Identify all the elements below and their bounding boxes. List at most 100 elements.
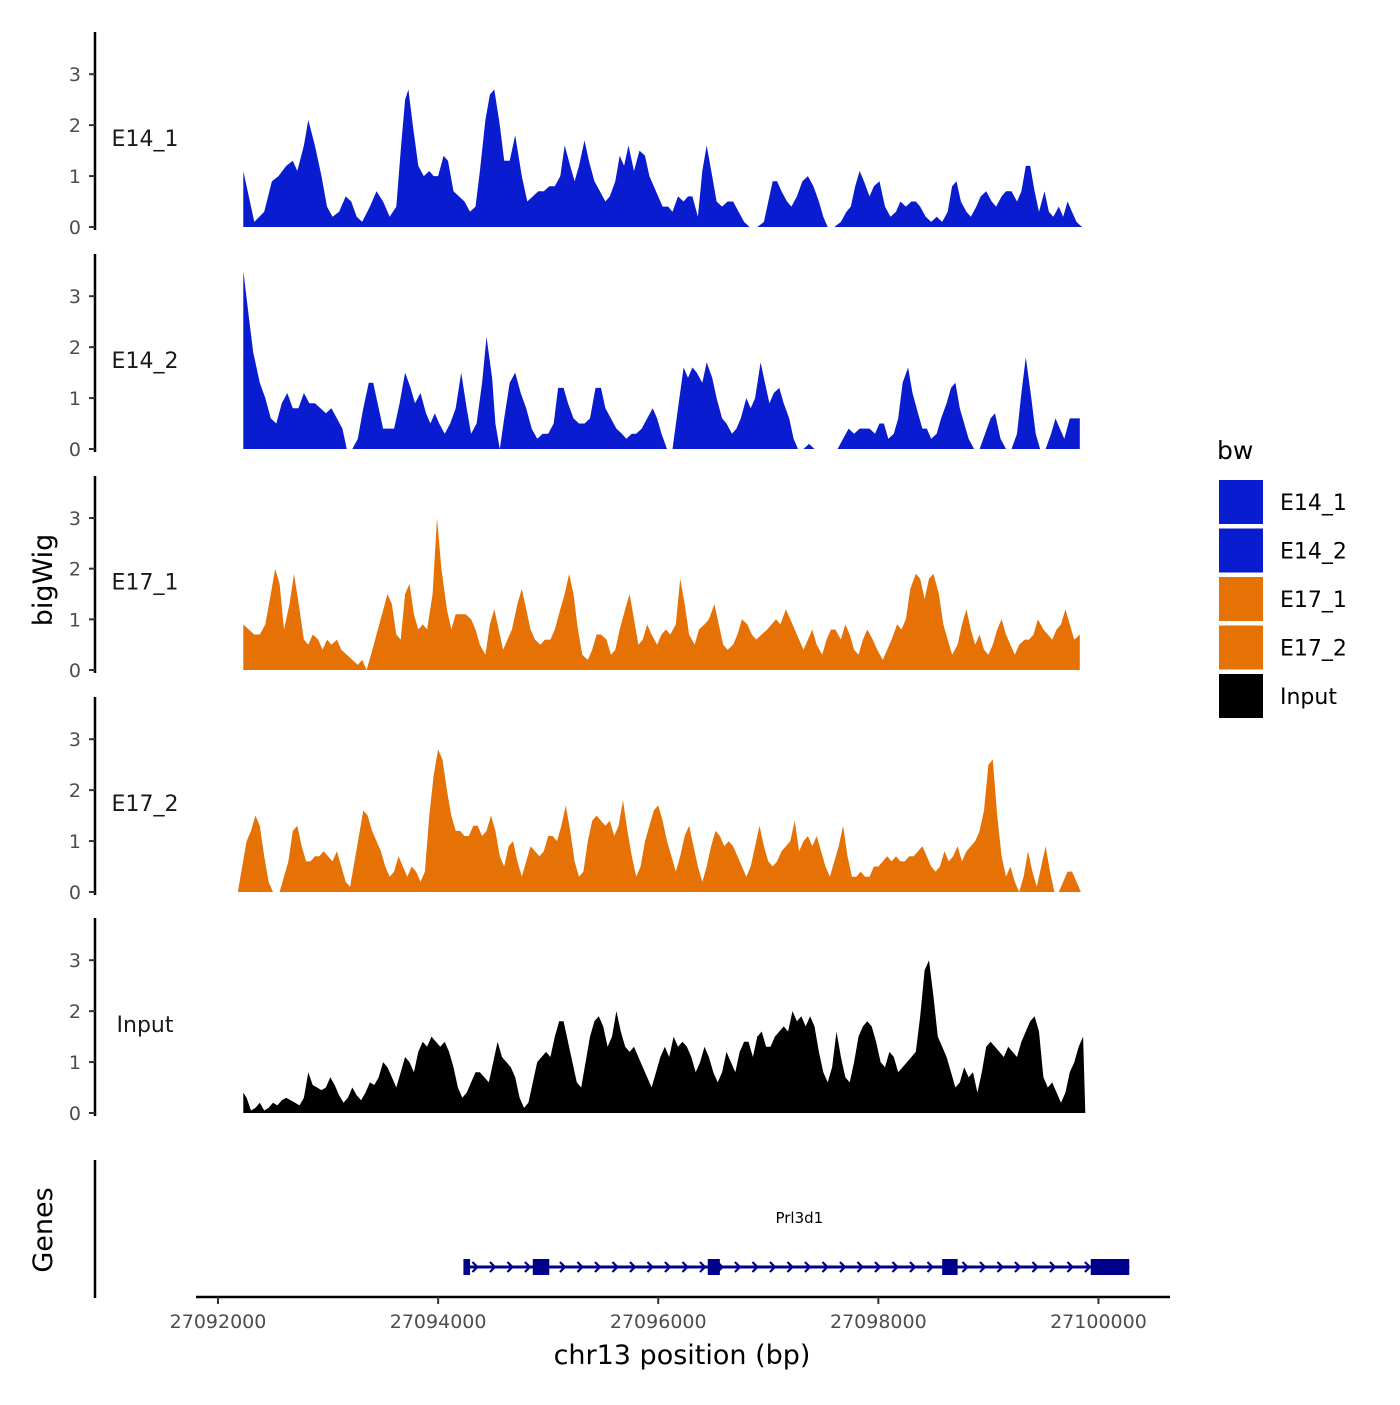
- coverage-area-e17-1: [243, 518, 1080, 670]
- strand-chevron: [926, 1261, 934, 1273]
- legend-item-input: Input: [1219, 674, 1337, 718]
- genes-panel-title: Genes: [28, 1187, 59, 1272]
- strand-chevron: [961, 1261, 969, 1273]
- gene-panel: Prl3d1: [93, 1160, 1130, 1298]
- legend-swatch: [1219, 577, 1263, 621]
- y-tick-label: 0: [69, 882, 81, 904]
- strand-chevron: [996, 1261, 1004, 1273]
- y-tick-label: 1: [69, 388, 81, 410]
- strand-chevron: [751, 1261, 759, 1273]
- exon: [707, 1259, 720, 1275]
- strand-chevron: [874, 1261, 882, 1273]
- x-tick-label: 27094000: [390, 1311, 487, 1333]
- strand-chevron: [1031, 1261, 1039, 1273]
- x-tick-label: 27092000: [170, 1311, 267, 1333]
- y-tick-label: 1: [69, 609, 81, 631]
- exon: [532, 1259, 550, 1275]
- y-tick-label: 3: [69, 508, 81, 530]
- coverage-area-e17-2: [237, 749, 1081, 892]
- exon: [463, 1259, 471, 1275]
- track-label: E14_1: [112, 127, 179, 152]
- legend-label: E17_1: [1280, 588, 1347, 613]
- y-tick-label: 0: [69, 660, 81, 682]
- y-tick-label: 2: [69, 559, 81, 581]
- coverage-tracks: 0 1 2 3 E14_1 0 1 2 3 E14_2 0 1 2 3 E17_1 0 1 2 3 E17_2 0 1 2 3…: [69, 32, 1086, 1125]
- strand-chevron: [646, 1261, 654, 1273]
- track-label: E17_1: [112, 570, 179, 595]
- y-tick-label: 3: [69, 729, 81, 751]
- coverage-area-e14-2: [243, 270, 1080, 449]
- y-tick-label: 2: [69, 1001, 81, 1023]
- y-axis-title: bigWig: [28, 534, 59, 627]
- legend-label: E14_1: [1280, 491, 1347, 516]
- strand-chevron: [699, 1261, 707, 1273]
- strand-chevron: [611, 1261, 619, 1273]
- strand-chevron: [471, 1261, 479, 1273]
- strand-chevron: [769, 1261, 777, 1273]
- exon: [942, 1259, 958, 1275]
- strand-chevron: [856, 1261, 864, 1273]
- strand-chevron: [979, 1261, 987, 1273]
- y-tick-label: 1: [69, 166, 81, 188]
- strand-chevron: [681, 1261, 689, 1273]
- x-axis: 27092000 27094000 27096000 27098000 27100000: [170, 1295, 1170, 1333]
- strand-chevron: [576, 1261, 584, 1273]
- x-tick-label: 27098000: [830, 1311, 927, 1333]
- y-tick-label: 1: [69, 831, 81, 853]
- y-tick-label: 0: [69, 217, 81, 239]
- strand-chevron: [1049, 1261, 1057, 1273]
- strand-chevron: [891, 1261, 899, 1273]
- legend-swatch: [1219, 480, 1263, 524]
- y-tick-label: 0: [69, 439, 81, 461]
- strand-chevron: [786, 1261, 794, 1273]
- legend-label: Input: [1280, 685, 1337, 710]
- strand-chevron: [594, 1261, 602, 1273]
- x-tick-label: 27100000: [1050, 1311, 1147, 1333]
- y-tick-label: 3: [69, 286, 81, 308]
- legend-swatch: [1219, 528, 1263, 573]
- strand-chevron: [629, 1261, 637, 1273]
- y-tick-label: 2: [69, 780, 81, 802]
- coverage-area-e14-1: [243, 89, 1083, 227]
- legend-item-e14-2: E14_2: [1219, 528, 1347, 573]
- strand-chevron: [506, 1261, 514, 1273]
- y-tick-label: 2: [69, 337, 81, 359]
- legend-label: E14_2: [1280, 540, 1347, 565]
- strand-chevron: [821, 1261, 829, 1273]
- y-tick-label: 3: [69, 64, 81, 86]
- y-tick-label: 1: [69, 1052, 81, 1074]
- strand-chevron: [909, 1261, 917, 1273]
- y-tick-label: 0: [69, 1103, 81, 1125]
- strand-chevron: [559, 1261, 567, 1273]
- track-e14-1: 0 1 2 3 E14_1: [69, 32, 1083, 239]
- legend-title: bw: [1217, 436, 1253, 465]
- strand-chevron: [1066, 1261, 1074, 1273]
- strand-chevron: [524, 1261, 532, 1273]
- track-label: E14_2: [112, 349, 179, 374]
- track-e17-2: 0 1 2 3 E17_2: [69, 697, 1081, 904]
- coverage-area-input: [243, 960, 1086, 1113]
- legend-label: E17_2: [1280, 637, 1347, 662]
- track-e14-2: 0 1 2 3 E14_2: [69, 254, 1080, 461]
- legend-swatch: [1219, 674, 1263, 718]
- strand-chevron: [664, 1261, 672, 1273]
- x-tick-label: 27096000: [610, 1311, 707, 1333]
- legend-swatch: [1219, 625, 1263, 670]
- x-axis-title: chr13 position (bp): [554, 1340, 811, 1371]
- legend: bw E14_1 E14_2 E17_1 E17_2 Input: [1217, 436, 1347, 718]
- gene-name-label: Prl3d1: [775, 1209, 823, 1227]
- y-tick-label: 2: [69, 115, 81, 137]
- legend-item-e14-1: E14_1: [1219, 480, 1347, 524]
- strand-chevron: [1014, 1261, 1022, 1273]
- strand-chevron: [839, 1261, 847, 1273]
- exon: [1090, 1259, 1130, 1275]
- track-e17-1: 0 1 2 3 E17_1: [69, 476, 1080, 682]
- y-tick-label: 3: [69, 950, 81, 972]
- strand-chevron: [1084, 1261, 1092, 1273]
- track-label: E17_2: [112, 792, 179, 817]
- legend-item-e17-2: E17_2: [1219, 625, 1347, 670]
- strand-chevron: [489, 1261, 497, 1273]
- strand-chevron: [804, 1261, 812, 1273]
- track-label: Input: [117, 1013, 174, 1038]
